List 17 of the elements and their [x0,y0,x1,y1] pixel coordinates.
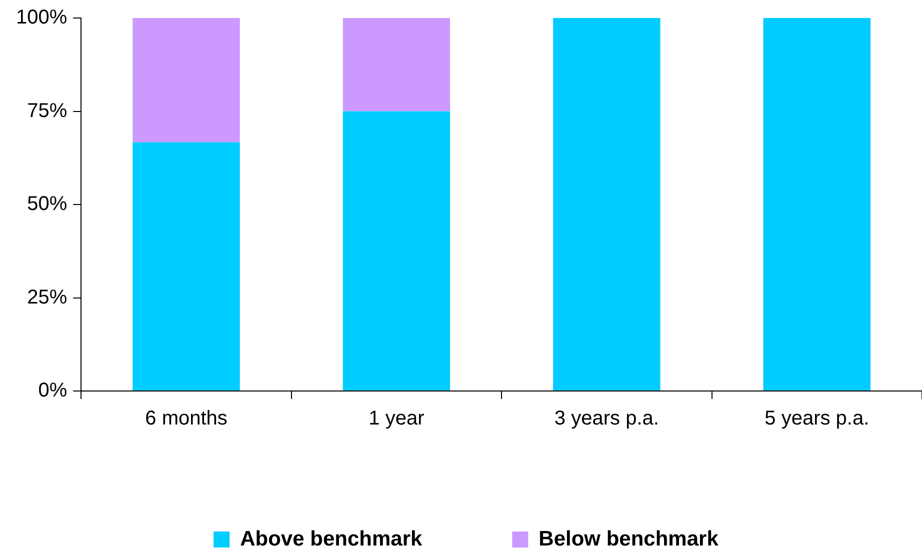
bar [342,18,450,112]
bar [132,18,240,142]
bar [553,18,660,390]
x-tick-label: 1 year [368,408,425,430]
bar [342,111,450,390]
x-tick-label: 6 months [145,408,228,430]
x-tick-label: 5 years p.a. [764,408,870,430]
legend-label: Above benchmark [240,527,422,550]
y-tick-label: 0% [38,380,68,402]
y-tick-label: 100% [16,6,68,29]
y-tick-label: 50% [27,193,68,216]
bar [763,18,870,390]
y-tick-label: 25% [27,286,68,308]
legend-label: Below benchmark [538,527,719,550]
y-tick-label: 75% [27,100,68,122]
x-tick-label: 3 years p.a. [554,408,659,430]
bar [132,142,240,390]
